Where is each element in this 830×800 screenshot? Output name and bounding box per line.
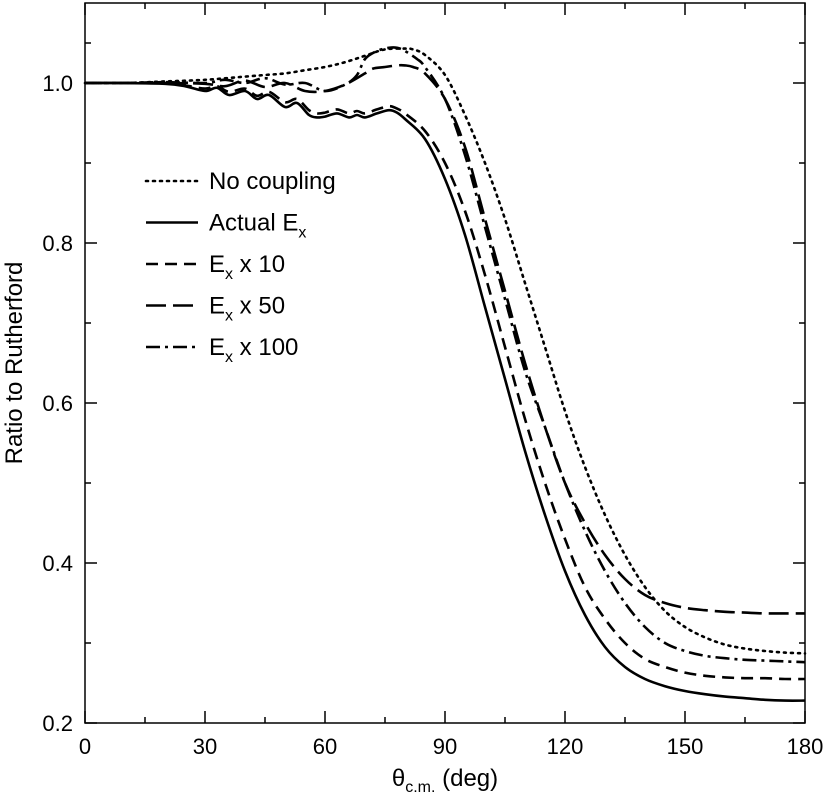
plot-frame xyxy=(84,2,806,724)
x-tick-label: 150 xyxy=(667,734,704,759)
series-line-2 xyxy=(85,81,806,681)
y-tick-label: 0.6 xyxy=(42,391,73,416)
x-tick-label: 30 xyxy=(193,734,217,759)
x-tick-label: 120 xyxy=(547,734,584,759)
x-axis-label-main: θ xyxy=(392,765,405,792)
legend-label-0: No coupling xyxy=(209,168,336,195)
legend-label-2: Ex x 10 xyxy=(209,251,285,283)
y-tick-label: 1.0 xyxy=(42,71,73,96)
series-line-4 xyxy=(84,46,806,664)
legend-label-sub: x xyxy=(225,308,233,325)
legend-label-sub: x xyxy=(225,266,233,283)
y-tick-label: 0.4 xyxy=(42,551,73,576)
y-tick-label: 0.2 xyxy=(42,711,73,736)
legend-label-main: Actual E xyxy=(209,210,298,237)
x-tick-label: 180 xyxy=(787,734,824,759)
series-line-1 xyxy=(84,81,806,702)
y-axis-label: Ratio to Rutherford xyxy=(1,262,28,465)
legend-label-1: Actual Ex xyxy=(209,210,306,242)
y-tick-label: 0.8 xyxy=(42,231,73,256)
x-axis-label: θc.m. (deg) xyxy=(392,765,498,796)
legend-label-main: E xyxy=(209,251,225,278)
legend-label-suffix: x 50 xyxy=(233,293,285,320)
x-tick-label: 0 xyxy=(79,734,91,759)
legend-label-suffix: x 100 xyxy=(233,334,298,361)
series-line-3 xyxy=(85,63,805,615)
legend-label-3: Ex x 50 xyxy=(209,293,285,325)
legend-label-4: Ex x 100 xyxy=(209,334,298,366)
legend-label-main: E xyxy=(209,334,225,361)
legend-label-sub: x xyxy=(298,225,306,242)
x-tick-label: 60 xyxy=(313,734,337,759)
axis-ticks xyxy=(84,3,806,724)
series-line-0 xyxy=(83,47,807,655)
x-axis-label-suffix: (deg) xyxy=(435,765,498,792)
x-axis-label-sub: c.m. xyxy=(405,779,435,796)
legend-label-main: No coupling xyxy=(209,168,336,195)
legend-label-main: E xyxy=(209,293,225,320)
x-tick-label: 90 xyxy=(433,734,457,759)
legend-label-suffix: x 10 xyxy=(233,251,285,278)
series-curves xyxy=(83,46,807,702)
legend-label-sub: x xyxy=(225,349,233,366)
axis-tick-labels: 0 30 60 90 120 150 180 0.2 0.4 0.6 0.8 1.0 xyxy=(42,71,823,759)
